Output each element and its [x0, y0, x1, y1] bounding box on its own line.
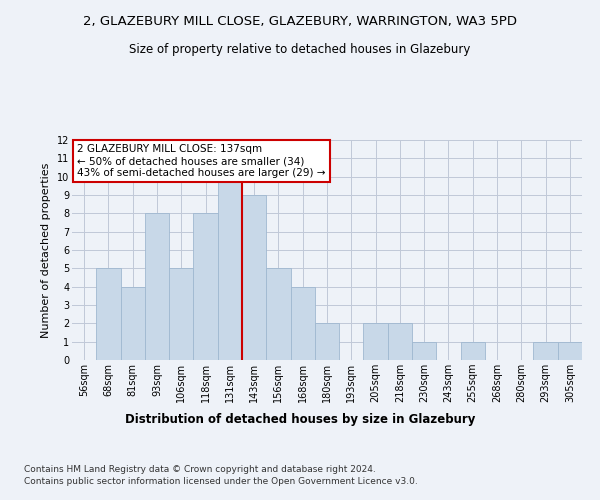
Text: 2 GLAZEBURY MILL CLOSE: 137sqm
← 50% of detached houses are smaller (34)
43% of : 2 GLAZEBURY MILL CLOSE: 137sqm ← 50% of …	[77, 144, 326, 178]
Bar	[193, 214, 218, 360]
Text: Contains HM Land Registry data © Crown copyright and database right 2024.: Contains HM Land Registry data © Crown c…	[24, 465, 376, 474]
Bar	[218, 176, 242, 360]
Bar	[242, 195, 266, 360]
Bar	[121, 286, 145, 360]
Bar	[461, 342, 485, 360]
Bar	[533, 342, 558, 360]
Bar	[364, 324, 388, 360]
Bar	[96, 268, 121, 360]
Text: 2, GLAZEBURY MILL CLOSE, GLAZEBURY, WARRINGTON, WA3 5PD: 2, GLAZEBURY MILL CLOSE, GLAZEBURY, WARR…	[83, 15, 517, 28]
Text: Distribution of detached houses by size in Glazebury: Distribution of detached houses by size …	[125, 412, 475, 426]
Bar	[169, 268, 193, 360]
Text: Contains public sector information licensed under the Open Government Licence v3: Contains public sector information licen…	[24, 478, 418, 486]
Y-axis label: Number of detached properties: Number of detached properties	[41, 162, 51, 338]
Bar	[412, 342, 436, 360]
Bar	[145, 214, 169, 360]
Bar	[388, 324, 412, 360]
Bar	[266, 268, 290, 360]
Bar	[315, 324, 339, 360]
Bar	[558, 342, 582, 360]
Text: Size of property relative to detached houses in Glazebury: Size of property relative to detached ho…	[130, 42, 470, 56]
Bar	[290, 286, 315, 360]
